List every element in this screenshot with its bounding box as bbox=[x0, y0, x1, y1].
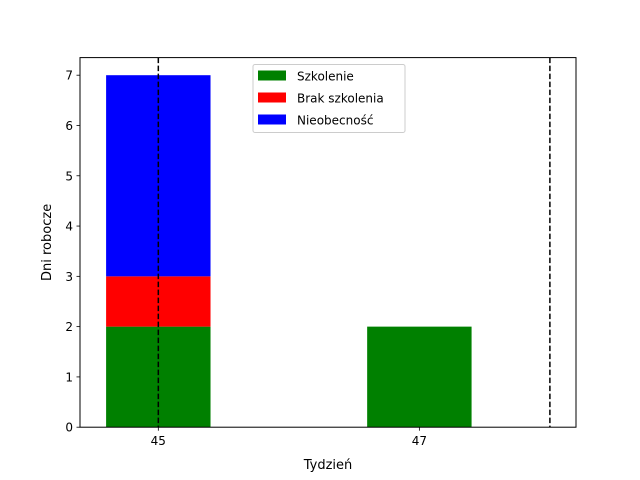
y-tick-label: 6 bbox=[65, 119, 73, 133]
y-tick-label: 2 bbox=[65, 320, 73, 334]
legend-swatch bbox=[258, 92, 286, 103]
y-tick-label: 1 bbox=[65, 370, 73, 384]
y-tick-label: 5 bbox=[65, 169, 73, 183]
x-tick-label: 45 bbox=[151, 434, 166, 448]
legend-box bbox=[252, 64, 406, 133]
legend-label: Nieobecność bbox=[297, 114, 373, 128]
legend-label: Brak szkolenia bbox=[297, 92, 384, 106]
x-axis-label: Tydzień bbox=[303, 458, 353, 473]
legend-swatch bbox=[258, 114, 286, 125]
y-axis-label: Dni robocze bbox=[40, 204, 55, 281]
legend-label: Szkolenie bbox=[297, 70, 354, 84]
y-axis: 0 1 2 3 4 5 6 7 bbox=[65, 69, 80, 435]
axes-frame bbox=[79, 57, 577, 428]
y-tick-label: 7 bbox=[65, 69, 73, 83]
y-tick-label: 4 bbox=[65, 220, 73, 234]
x-axis: 45 47 bbox=[151, 427, 427, 448]
bar-szkolenie-week-47 bbox=[367, 326, 472, 428]
legend: Szkolenie Brak szkolenia Nieobecność bbox=[252, 64, 406, 133]
y-tick-label: 0 bbox=[65, 421, 73, 435]
plot-area bbox=[106, 57, 551, 428]
y-tick-label: 3 bbox=[65, 270, 73, 284]
legend-swatch bbox=[258, 70, 286, 81]
x-tick-label: 47 bbox=[412, 434, 427, 448]
